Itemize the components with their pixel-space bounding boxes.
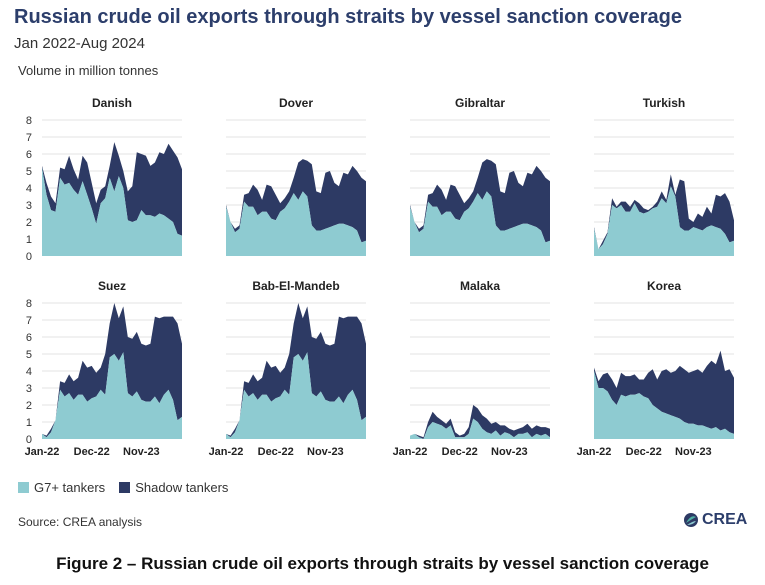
- x-tick-label: Nov-23: [675, 446, 712, 458]
- x-tick-label: Jan-22: [577, 446, 612, 458]
- y-tick-label: 5: [26, 166, 32, 178]
- small-multiples-chart: Danish 0 1 2 3 4 5 6 7 8 Dover Gibraltar Turkish Suez…: [25, 96, 734, 458]
- x-tick-label: Jan-22: [25, 446, 60, 458]
- panel-title: Turkish: [643, 96, 685, 110]
- unit-label: Volume in million tonnes: [18, 63, 159, 78]
- panel-korea: Korea Jan-22 Dec-22 Nov-23: [577, 279, 734, 458]
- panel-suez: Suez 0 1 2 3 4 5 6 7 8 Jan-22 Dec-22 Nov-23: [25, 279, 182, 458]
- y-tick-label: 7: [26, 132, 32, 144]
- shadow-area-bab-el-mandeb: [226, 303, 366, 438]
- y-tick-label: 4: [26, 366, 32, 378]
- y-tick-label: 3: [26, 200, 32, 212]
- panel-title: Korea: [647, 279, 681, 293]
- g7-area-malaka: [410, 418, 550, 439]
- legend-label-g7: G7+ tankers: [34, 480, 106, 495]
- x-tick-label: Nov-23: [307, 446, 344, 458]
- g7-area-korea: [594, 371, 734, 439]
- y-tick-label: 4: [26, 183, 32, 195]
- panel-title: Dover: [279, 96, 313, 110]
- panel-bab-el-mandeb: Bab-El-Mandeb Jan-22 Dec-22 Nov-23: [209, 279, 366, 458]
- panel-title: Suez: [98, 279, 126, 293]
- panel-turkish: Turkish: [594, 96, 734, 256]
- shadow-area-malaka: [410, 405, 550, 439]
- legend-swatch-shadow: [119, 482, 131, 493]
- y-tick-label: 6: [26, 149, 32, 161]
- x-tick-label: Dec-22: [74, 446, 110, 458]
- x-tick-label: Dec-22: [626, 446, 662, 458]
- y-tick-label: 3: [26, 383, 32, 395]
- g7-area-turkish: [594, 186, 734, 256]
- panel-gibraltar: Gibraltar: [410, 96, 550, 256]
- chart-title: Russian crude oil exports through strait…: [14, 6, 682, 28]
- legend-label-shadow: Shadow tankers: [135, 480, 229, 495]
- x-tick-label: Nov-23: [491, 446, 528, 458]
- y-tick-label: 2: [26, 217, 32, 229]
- y-tick-label: 8: [26, 115, 32, 127]
- y-tick-label: 1: [26, 234, 32, 246]
- g7-area-dover: [226, 191, 366, 256]
- y-tick-label: 5: [26, 349, 32, 361]
- x-tick-label: Dec-22: [258, 446, 294, 458]
- crea-logo-icon: [684, 513, 698, 527]
- x-tick-label: Jan-22: [393, 446, 428, 458]
- panel-dover: Dover: [226, 96, 366, 256]
- crea-logo-text: CREA: [702, 511, 748, 528]
- shadow-area-danish: [42, 142, 182, 236]
- panel-title: Danish: [92, 96, 132, 110]
- x-tick-label: Jan-22: [209, 446, 244, 458]
- crea-logo: CREA: [683, 511, 747, 529]
- y-tick-label: 6: [26, 332, 32, 344]
- y-tick-label: 0: [26, 251, 32, 263]
- legend-swatch-g7: [18, 482, 29, 493]
- g7-area-gibraltar: [410, 191, 550, 256]
- panel-malaka: Malaka Jan-22 Dec-22 Nov-23: [393, 279, 550, 458]
- panel-title: Bab-El-Mandeb: [252, 279, 339, 293]
- y-tick-label: 1: [26, 417, 32, 429]
- shadow-area-gibraltar: [410, 159, 550, 243]
- y-tick-label: 0: [26, 434, 32, 446]
- panel-danish: Danish 0 1 2 3 4 5 6 7 8: [26, 96, 182, 263]
- shadow-area-turkish: [594, 174, 734, 250]
- y-tick-label: 7: [26, 315, 32, 327]
- shadow-area-suez: [42, 303, 182, 438]
- panel-title: Malaka: [460, 279, 500, 293]
- x-tick-label: Nov-23: [123, 446, 160, 458]
- y-tick-label: 8: [26, 298, 32, 310]
- g7-area-suez: [42, 352, 182, 439]
- figure-caption: Figure 2 – Russian crude oil exports thr…: [56, 554, 709, 573]
- g7-area-danish: [42, 167, 182, 256]
- chart-subtitle: Jan 2022-Aug 2024: [14, 35, 145, 52]
- panel-title: Gibraltar: [455, 96, 505, 110]
- shadow-area-dover: [226, 159, 366, 243]
- x-tick-label: Dec-22: [442, 446, 478, 458]
- y-tick-label: 2: [26, 400, 32, 412]
- legend: G7+ tankers Shadow tankers: [18, 480, 242, 495]
- g7-area-bab-el-mandeb: [226, 352, 366, 439]
- source-note: Source: CREA analysis: [18, 515, 143, 529]
- shadow-area-korea: [594, 350, 734, 434]
